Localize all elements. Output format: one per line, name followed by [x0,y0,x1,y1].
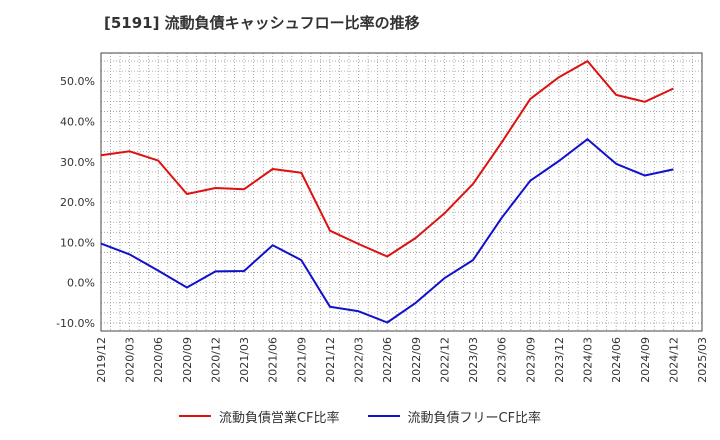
legend-swatch-blue [367,415,400,417]
x-tick-label: 2024/09 [639,337,652,383]
x-tick-label: 2020/06 [152,337,165,383]
legend-item-free-cf: 流動負債フリーCF比率 [367,407,542,426]
y-tick-label: 50.0% [60,75,95,88]
legend: 流動負債営業CF比率 流動負債フリーCF比率 [0,404,720,428]
chart-title: [5191] 流動負債キャッシュフロー比率の推移 [104,14,420,32]
x-tick-label: 2023/09 [524,337,537,383]
x-tick-label: 2023/06 [496,337,509,383]
series-line-0 [100,60,674,258]
legend-swatch-red [178,415,211,417]
x-tick-label: 2019/12 [95,337,108,383]
series-layer [100,60,674,324]
x-tick-label: 2020/12 [209,337,222,383]
y-tick-label: 20.0% [60,196,95,209]
legend-label: 流動負債営業CF比率 [218,410,340,426]
plot-frame [100,52,703,332]
y-tick-label: 40.0% [60,115,95,128]
y-tick-label: 10.0% [60,236,95,249]
x-tick-label: 2022/09 [410,337,423,383]
x-tick-label: 2025/03 [696,337,709,383]
x-tick-label: 2022/03 [353,337,366,383]
x-tick-label: 2021/12 [324,337,337,383]
legend-item-operating-cf: 流動負債営業CF比率 [178,407,340,426]
x-tick-label: 2023/03 [467,337,480,383]
y-tick-label: 30.0% [60,156,95,169]
x-tick-label: 2021/03 [238,337,251,383]
series-line-1 [100,138,674,324]
y-tick-labels: -10.0% 0.0% 10.0% 20.0% 30.0% 40.0% 50.0% [56,75,95,330]
x-tick-label: 2024/12 [667,337,680,383]
x-tick-label: 2023/12 [553,337,566,383]
x-tick-label: 2024/03 [582,337,595,383]
x-tick-labels: 2019/12 2020/03 2020/06 2020/09 2020/12 2021/… [95,337,709,383]
x-tick-label: 2022/12 [438,337,451,383]
x-tick-label: 2020/03 [124,337,137,383]
legend-label: 流動負債フリーCF比率 [407,410,542,426]
grid-layer [101,53,702,331]
y-tick-label: -10.0% [56,317,95,330]
x-tick-label: 2020/09 [181,337,194,383]
y-tick-label: 0.0% [67,277,95,290]
x-tick-label: 2021/09 [295,337,308,383]
x-tick-label: 2024/06 [610,337,623,383]
x-tick-label: 2021/06 [267,337,280,383]
x-tick-label: 2022/06 [381,337,394,383]
